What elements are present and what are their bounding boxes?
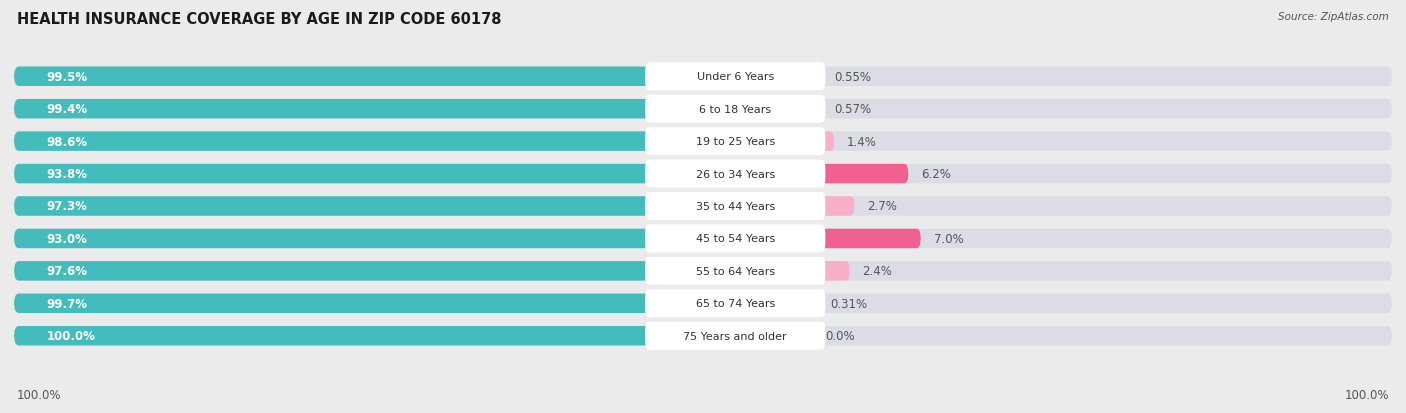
Text: Under 6 Years: Under 6 Years [696,72,773,82]
FancyBboxPatch shape [14,326,658,346]
Text: 75 Years and older: 75 Years and older [683,331,787,341]
Text: 1.4%: 1.4% [846,135,877,148]
Text: 100.0%: 100.0% [1344,388,1389,401]
Text: 0.0%: 0.0% [825,330,855,342]
FancyBboxPatch shape [645,257,825,285]
Text: 55 to 64 Years: 55 to 64 Years [696,266,775,276]
FancyBboxPatch shape [14,261,658,281]
Text: 98.6%: 98.6% [46,135,87,148]
Text: 2.7%: 2.7% [868,200,897,213]
FancyBboxPatch shape [645,290,825,318]
FancyBboxPatch shape [14,132,1392,152]
Text: 97.3%: 97.3% [46,200,87,213]
Text: 6.2%: 6.2% [921,168,950,180]
FancyBboxPatch shape [14,164,658,184]
FancyBboxPatch shape [645,322,825,350]
Text: 45 to 54 Years: 45 to 54 Years [696,234,775,244]
FancyBboxPatch shape [14,164,1392,184]
FancyBboxPatch shape [14,100,658,119]
Text: 7.0%: 7.0% [934,233,963,245]
Text: 2.4%: 2.4% [862,265,893,278]
Text: 99.7%: 99.7% [46,297,87,310]
FancyBboxPatch shape [645,192,825,221]
FancyBboxPatch shape [813,197,855,216]
Text: 100.0%: 100.0% [17,388,62,401]
Text: 93.0%: 93.0% [46,233,87,245]
FancyBboxPatch shape [813,132,834,152]
FancyBboxPatch shape [645,128,825,156]
FancyBboxPatch shape [14,67,1392,87]
FancyBboxPatch shape [813,100,821,119]
Text: 19 to 25 Years: 19 to 25 Years [696,137,775,147]
Text: 26 to 34 Years: 26 to 34 Years [696,169,775,179]
Text: 93.8%: 93.8% [46,168,87,180]
Text: 100.0%: 100.0% [46,330,96,342]
FancyBboxPatch shape [813,294,817,313]
FancyBboxPatch shape [645,160,825,188]
FancyBboxPatch shape [14,229,658,249]
FancyBboxPatch shape [14,294,1392,313]
FancyBboxPatch shape [813,261,849,281]
FancyBboxPatch shape [14,197,658,216]
FancyBboxPatch shape [645,63,825,91]
FancyBboxPatch shape [14,132,658,152]
FancyBboxPatch shape [645,95,825,123]
FancyBboxPatch shape [14,197,1392,216]
Text: 0.55%: 0.55% [834,71,870,83]
Text: 99.5%: 99.5% [46,71,87,83]
Text: 99.4%: 99.4% [46,103,87,116]
Text: 97.6%: 97.6% [46,265,87,278]
FancyBboxPatch shape [14,229,1392,249]
FancyBboxPatch shape [645,225,825,253]
FancyBboxPatch shape [14,326,1392,346]
Text: HEALTH INSURANCE COVERAGE BY AGE IN ZIP CODE 60178: HEALTH INSURANCE COVERAGE BY AGE IN ZIP … [17,12,502,27]
FancyBboxPatch shape [813,229,921,249]
Text: Source: ZipAtlas.com: Source: ZipAtlas.com [1278,12,1389,22]
Text: 35 to 44 Years: 35 to 44 Years [696,202,775,211]
Text: 0.57%: 0.57% [834,103,872,116]
FancyBboxPatch shape [14,100,1392,119]
FancyBboxPatch shape [813,67,821,87]
Text: 65 to 74 Years: 65 to 74 Years [696,299,775,309]
FancyBboxPatch shape [14,67,658,87]
FancyBboxPatch shape [14,294,658,313]
Text: 6 to 18 Years: 6 to 18 Years [699,104,772,114]
FancyBboxPatch shape [14,261,1392,281]
FancyBboxPatch shape [813,164,908,184]
Text: 0.31%: 0.31% [830,297,868,310]
